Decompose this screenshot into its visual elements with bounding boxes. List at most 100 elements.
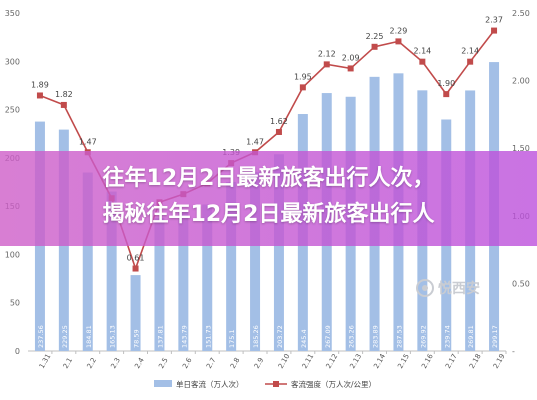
x-tick-label: 2.7	[205, 356, 217, 370]
bar	[130, 275, 141, 351]
watermark-logo-icon	[416, 279, 434, 297]
bar	[106, 191, 117, 351]
bar-value-label: 299.17	[491, 325, 499, 348]
x-tick-label: 1.31	[38, 352, 53, 370]
x-tick-label: 2.13	[348, 352, 363, 370]
right-y-tick-label: 0.50	[512, 279, 530, 288]
right-y-tick-label: -	[512, 347, 515, 356]
line-point	[419, 58, 426, 65]
bar-value-label: 165.13	[109, 325, 117, 348]
left-y-tick-label: 350	[5, 9, 20, 18]
x-tick-label: 2.2	[86, 356, 98, 370]
legend-bar-label: 单日客流（万人次）	[176, 379, 244, 389]
bar-value-label: 184.81	[85, 325, 93, 348]
line-value-label: 0.61	[127, 254, 145, 263]
line-value-label: 1.47	[79, 137, 97, 146]
line-point	[36, 92, 43, 99]
line-value-label: 1.95	[294, 72, 312, 81]
left-y-tick-label: 100	[5, 250, 20, 259]
right-y-tick-label: 2.50	[512, 9, 530, 18]
x-tick-label: 2.8	[229, 356, 241, 370]
left-y-tick-label: 300	[5, 57, 20, 66]
bar-value-label: 263.26	[348, 325, 356, 348]
right-y-tick-label: 1.50	[512, 144, 530, 153]
right-y-tick-label: 2.00	[512, 77, 530, 86]
legend-line-marker	[273, 381, 279, 387]
bar-value-label: 229.25	[61, 325, 69, 348]
bar-value-label: 287.53	[395, 325, 403, 348]
x-tick-label: 2.14	[372, 352, 387, 370]
bar-value-label: 237.56	[37, 325, 45, 348]
line-value-label: 2.29	[390, 26, 408, 35]
line-value-label: 2.14	[461, 47, 479, 56]
bar-value-label: 269.92	[419, 325, 427, 348]
x-tick-label: 2.10	[277, 352, 292, 370]
line-point	[347, 65, 354, 72]
line-value-labels: 1.891.821.470.611.391.471.621.952.122.09…	[31, 16, 503, 263]
x-tick-label: 2.6	[181, 356, 194, 370]
x-tick-label: 2.1	[62, 356, 74, 370]
bar-value-label: 185.26	[252, 325, 260, 348]
line-point	[395, 38, 402, 45]
x-tick-label: 2.18	[468, 352, 483, 370]
title-overlay-band	[0, 151, 537, 246]
bar-value-label: 245.4	[300, 329, 308, 348]
bar-value-label: 151.73	[204, 325, 212, 348]
x-tick-label: 2.17	[444, 352, 459, 370]
line-value-label: 1.90	[437, 79, 455, 88]
left-y-tick-label: 50	[10, 299, 20, 308]
x-axis-ticks: 1.31 2.1 2.2 2.3 2.4 2.5 2.6 2.7 2.8 2.9 2.10 2.11 2…	[38, 351, 507, 370]
bar	[202, 204, 213, 351]
line-value-label: 2.12	[318, 49, 336, 58]
x-tick-label: 2.5	[157, 356, 169, 370]
line-point	[371, 43, 378, 50]
bar	[82, 172, 93, 351]
legend-line-label: 客流强度（万人次/公里）	[291, 379, 376, 389]
bar-value-label: 239.74	[443, 325, 451, 348]
legend-bar-swatch	[154, 380, 172, 387]
bar-value-label: 269.81	[467, 325, 475, 348]
bar-value-label: 78.59	[133, 329, 141, 348]
bar-value-label: 203.72	[276, 325, 284, 348]
line-point	[275, 128, 282, 135]
line-point	[491, 27, 498, 34]
line-point	[132, 265, 139, 272]
line-point	[467, 58, 474, 65]
bar	[226, 181, 237, 351]
bar-value-labels: 237.56 229.25 184.81 165.13 78.59 137.81 143.7…	[37, 325, 499, 348]
line-value-label: 2.09	[342, 53, 360, 62]
x-tick-label: 2.9	[253, 356, 265, 370]
overlay-title-line-2: 揭秘往年12月2日最新旅客出行人	[102, 202, 435, 227]
bar	[178, 212, 189, 351]
left-y-tick-label: 250	[5, 106, 20, 115]
line-value-label: 1.82	[55, 90, 73, 99]
bar-value-label: 175.1	[228, 329, 236, 348]
line-value-label: 2.25	[366, 32, 384, 41]
line-value-label: 2.14	[413, 47, 431, 56]
bar	[154, 217, 165, 351]
bar-value-label: 267.09	[324, 325, 332, 348]
line-value-label: 1.62	[270, 117, 288, 126]
watermark: 悦西安	[416, 276, 502, 300]
x-tick-label: 2.4	[133, 356, 146, 370]
x-tick-label: 2.12	[325, 352, 340, 370]
x-tick-label: 2.11	[301, 352, 316, 370]
x-tick-label: 2.16	[420, 352, 435, 370]
left-y-tick-label: 0	[15, 347, 20, 356]
x-tick-label: 2.19	[492, 352, 507, 370]
line-point	[443, 91, 450, 98]
bar	[273, 154, 284, 351]
x-tick-label: 2.15	[396, 352, 411, 370]
bar-value-label: 143.79	[180, 325, 188, 348]
line-value-label: 2.37	[485, 16, 503, 25]
line-value-label: 1.89	[31, 80, 49, 89]
watermark-text: 悦西安	[438, 281, 480, 297]
legend: 单日客流（万人次） 客流强度（万人次/公里）	[154, 379, 376, 389]
line-value-label: 1.47	[246, 137, 264, 146]
line-point	[299, 84, 306, 91]
bar-value-label: 137.81	[156, 325, 164, 348]
line-point	[60, 101, 67, 108]
overlay-title-line-1: 往年12月2日最新旅客出行人次，	[102, 166, 435, 191]
line-point	[323, 61, 330, 68]
x-tick-label: 2.3	[109, 356, 121, 370]
